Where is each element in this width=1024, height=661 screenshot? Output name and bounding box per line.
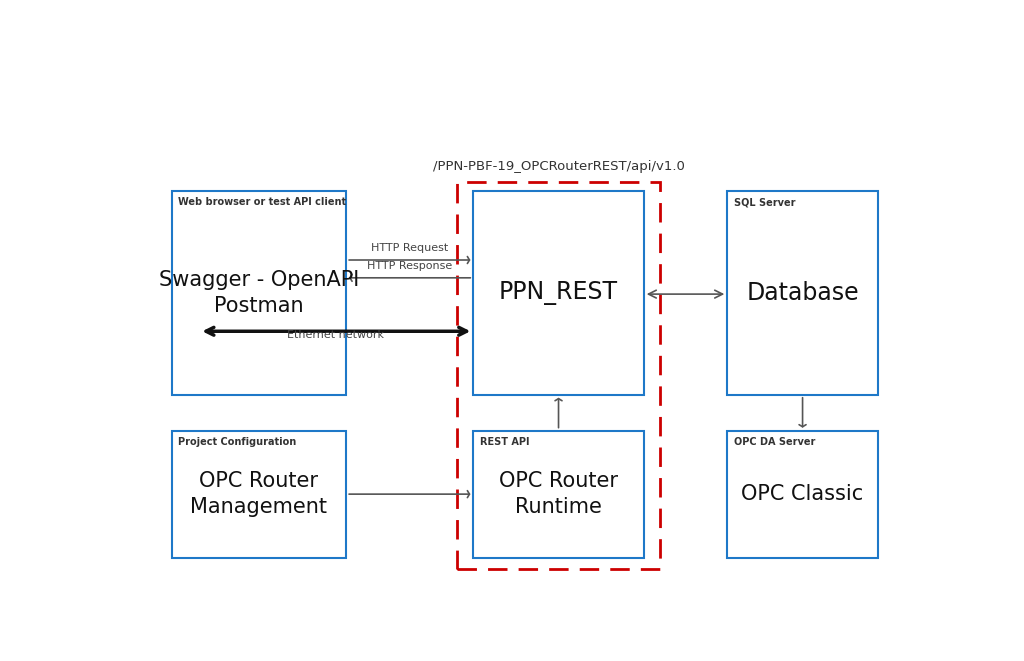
Text: REST API: REST API [479,437,529,447]
Bar [473,191,644,395]
Text: OPC Classic: OPC Classic [741,484,863,504]
Text: Project Configuration: Project Configuration [178,437,296,447]
Text: OPC Router
Runtime: OPC Router Runtime [499,471,618,518]
Text: Database: Database [746,281,859,305]
Bar [458,182,659,569]
Text: /PPN-PBF-19_OPCRouterREST/api/v1.0: /PPN-PBF-19_OPCRouterREST/api/v1.0 [433,161,685,173]
Text: Web browser or test API client: Web browser or test API client [178,198,346,208]
Text: Ethernet network: Ethernet network [288,330,384,340]
Text: SQL Server: SQL Server [733,198,795,208]
Text: HTTP Response: HTTP Response [367,261,453,271]
Text: PPN_REST: PPN_REST [499,281,618,305]
Bar [172,430,346,558]
Text: HTTP Request: HTTP Request [371,243,449,253]
Bar [473,430,644,558]
Text: Swagger - OpenAPI
Postman: Swagger - OpenAPI Postman [159,270,359,316]
Bar [727,430,878,558]
Bar [172,191,346,395]
Text: OPC Router
Management: OPC Router Management [190,471,328,518]
Text: OPC DA Server: OPC DA Server [733,437,815,447]
Bar [727,191,878,395]
